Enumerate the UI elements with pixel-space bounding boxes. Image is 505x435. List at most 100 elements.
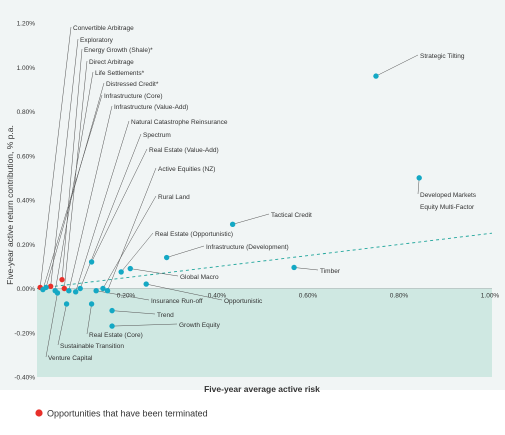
point-growth-equity	[109, 323, 115, 329]
leader-line	[96, 290, 150, 301]
point-infrastructure-development	[163, 254, 170, 261]
leader-line	[130, 268, 179, 277]
point-active-equities-nz	[104, 288, 111, 294]
leader-line	[91, 148, 148, 263]
point-global-macro	[127, 265, 133, 272]
point-strategic-tilting	[373, 73, 379, 79]
point-label: Real Estate (Core)	[89, 332, 143, 339]
point-label: Opportunistic	[224, 298, 263, 305]
point-label: Global Macro	[180, 274, 219, 281]
data-points	[37, 73, 422, 329]
x-axis-label: Five-year average active risk	[204, 384, 320, 394]
point-venture-capital	[54, 290, 61, 296]
point-label: Equity Multi-Factor	[420, 204, 475, 211]
point-label: Distressed Credit*	[106, 81, 159, 88]
point-label: Natural Catastrophe Reinsurance	[131, 119, 228, 126]
point-label: Strategic Tilting	[420, 53, 465, 60]
point-label: Infrastructure (Core)	[104, 93, 163, 100]
point-label: Infrastructure (Development)	[206, 244, 289, 251]
point-exploratory	[47, 283, 54, 289]
point-label: Exploratory	[80, 37, 114, 44]
y-tick-label: 0.20%	[17, 242, 36, 249]
point-label: Energy Growth (Shale)*	[84, 47, 153, 54]
point-label: Infrastructure (Value-Add)	[114, 104, 188, 111]
y-axis-label: Five-year active return contribution, % …	[5, 125, 15, 285]
point-infrastructure-value-add	[66, 288, 72, 294]
leader-line	[112, 323, 178, 327]
leader-line	[75, 120, 130, 292]
y-tick-label: 0.60%	[17, 153, 36, 160]
point-real-estate-opportunistic	[118, 269, 124, 275]
point-label: Trend	[157, 312, 174, 319]
point-label: Growth Equity	[179, 322, 221, 329]
point-spectrum	[77, 285, 83, 292]
point-label: Insurance Run-off	[151, 298, 203, 305]
legend-terminated-label: Opportunities that have been terminated	[47, 409, 208, 419]
y-tick-label: -0.40%	[14, 375, 35, 382]
point-energy-growth-shale	[59, 276, 65, 283]
leader-line	[166, 245, 205, 258]
legend-terminated-marker	[35, 409, 43, 417]
leader-line	[57, 303, 67, 346]
x-tick-label: 0.60%	[299, 293, 318, 300]
point-trend	[109, 307, 115, 314]
y-tick-label: -0.20%	[14, 330, 35, 337]
leader-line	[146, 283, 223, 301]
leader-line	[50, 38, 79, 287]
leader-line	[68, 105, 113, 291]
leader-line	[86, 303, 92, 335]
leader-line	[102, 195, 157, 289]
point-direct-arbitrage	[61, 285, 67, 292]
leader-line	[294, 267, 319, 271]
label-leader-lines	[39, 26, 420, 358]
point-label: Convertible Arbitrage	[73, 25, 134, 32]
point-label: Timber	[320, 268, 341, 275]
point-rural-land	[100, 285, 106, 292]
x-tick-label: 1.00%	[481, 293, 500, 300]
point-real-estate-value-add	[88, 259, 95, 265]
point-label: Real Estate (Opportunistic)	[155, 231, 233, 238]
leader-line	[232, 213, 270, 225]
point-label: Active Equities (NZ)	[158, 166, 215, 173]
leader-line	[64, 60, 88, 289]
trend-line	[36, 232, 493, 289]
y-tick-label: 0.80%	[17, 109, 36, 116]
point-label: Developed Markets	[420, 192, 477, 199]
point-label: Rural Land	[158, 194, 190, 201]
leader-line	[39, 26, 72, 288]
x-tick-label: 0.40%	[208, 293, 227, 300]
y-tick-label: 1.00%	[17, 65, 36, 72]
point-label: Venture Capital	[48, 355, 93, 362]
leader-line	[45, 82, 105, 288]
point-label: Life Settlements*	[95, 70, 145, 77]
point-real-estate-core	[88, 301, 95, 307]
x-tick-label: 0.80%	[390, 293, 409, 300]
y-tick-label: 0.40%	[17, 198, 36, 205]
legend: Opportunities that have been terminated	[35, 409, 208, 419]
point-label: Real Estate (Value-Add)	[149, 147, 219, 154]
point-sustainable-transition	[63, 301, 70, 307]
leader-line	[45, 292, 58, 358]
point-natural-catastrophe-reinsurance	[72, 289, 79, 295]
leader-line	[54, 71, 94, 291]
leader-line	[120, 232, 154, 273]
y-tick-label: 1.20%	[17, 21, 36, 28]
point-insurance-run-off	[93, 288, 99, 294]
point-developed-markets-equity-multi-factor	[416, 175, 422, 181]
y-tick-label: 0.00%	[17, 286, 36, 293]
leader-line	[112, 310, 156, 315]
leader-line	[61, 48, 83, 280]
point-label: Direct Arbitrage	[89, 59, 134, 66]
point-label: Spectrum	[143, 132, 171, 139]
point-tactical-credit	[229, 221, 236, 228]
point-label: Tactical Credit	[271, 212, 312, 219]
point-infrastructure-core	[40, 286, 46, 293]
negative-region-shading	[37, 288, 492, 377]
point-label: Sustainable Transition	[60, 343, 124, 350]
point-opportunistic	[143, 281, 149, 287]
leader-line	[107, 167, 157, 291]
point-labels: Convertible Arbitrage Exploratory Energy G…	[48, 25, 477, 362]
leader-line	[42, 94, 103, 290]
